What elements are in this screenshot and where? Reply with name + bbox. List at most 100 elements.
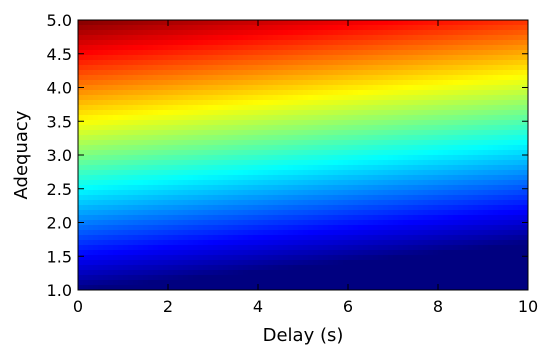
heatmap-cell <box>418 220 424 226</box>
heatmap-cell <box>178 200 184 206</box>
heatmap-cell <box>98 45 104 51</box>
heatmap-cell <box>363 70 369 76</box>
heatmap-cell <box>253 180 259 186</box>
heatmap-cell <box>113 205 119 211</box>
heatmap-cell <box>488 150 494 156</box>
heatmap-cell <box>448 70 454 76</box>
heatmap-cell <box>78 155 84 161</box>
heatmap-cell <box>328 190 334 196</box>
heatmap-cell <box>123 245 129 251</box>
heatmap-cell <box>93 60 99 66</box>
heatmap-cell <box>168 265 174 271</box>
heatmap-cell <box>383 165 389 171</box>
heatmap-cell <box>298 20 304 26</box>
heatmap-cell <box>263 135 269 141</box>
heatmap-cell <box>113 185 119 191</box>
heatmap-cell <box>338 40 344 46</box>
heatmap-cell <box>193 245 199 251</box>
heatmap-cell <box>378 40 384 46</box>
heatmap-cell <box>248 240 254 246</box>
heatmap-cell <box>243 280 249 286</box>
heatmap-cell <box>88 175 94 181</box>
heatmap-cell <box>478 155 484 161</box>
heatmap-cell <box>298 95 304 101</box>
heatmap-cell <box>268 135 274 141</box>
heatmap-cell <box>128 55 134 61</box>
heatmap-cell <box>413 60 419 66</box>
heatmap-cell <box>333 55 339 61</box>
heatmap-cell <box>228 55 234 61</box>
heatmap-cell <box>158 40 164 46</box>
heatmap-cell <box>418 110 424 116</box>
heatmap-cell <box>293 135 299 141</box>
heatmap-cell <box>218 90 224 96</box>
heatmap-cell <box>253 165 259 171</box>
heatmap-cell <box>393 150 399 156</box>
heatmap-cell <box>93 50 99 56</box>
heatmap-cell <box>303 80 309 86</box>
heatmap-cell <box>293 145 299 151</box>
heatmap-cell <box>303 100 309 106</box>
heatmap-cell <box>253 255 259 261</box>
heatmap-cell <box>238 230 244 236</box>
heatmap-cell <box>203 65 209 71</box>
heatmap-cell <box>133 250 139 256</box>
heatmap-cell <box>398 200 404 206</box>
heatmap-cell <box>338 35 344 41</box>
heatmap-cell <box>393 40 399 46</box>
heatmap-cell <box>378 165 384 171</box>
heatmap-cell <box>378 135 384 141</box>
heatmap-cell <box>418 265 424 271</box>
heatmap-cell <box>203 135 209 141</box>
heatmap-cell <box>173 225 179 231</box>
heatmap-cell <box>183 80 189 86</box>
heatmap-cell <box>233 60 239 66</box>
heatmap-cell <box>288 105 294 111</box>
heatmap-cell <box>393 115 399 121</box>
heatmap-cell <box>213 220 219 226</box>
heatmap-cell <box>298 55 304 61</box>
heatmap-cell <box>378 130 384 136</box>
heatmap-cell <box>388 170 394 176</box>
heatmap-cell <box>358 240 364 246</box>
heatmap-cell <box>208 55 214 61</box>
heatmap-cell <box>428 120 434 126</box>
heatmap-cell <box>83 255 89 261</box>
heatmap-cell <box>283 150 289 156</box>
heatmap-cell <box>283 170 289 176</box>
heatmap-cell <box>258 50 264 56</box>
heatmap-cell <box>408 210 414 216</box>
heatmap-cell <box>438 80 444 86</box>
heatmap-cell <box>463 120 469 126</box>
heatmap-cell <box>518 235 524 241</box>
heatmap-cell <box>408 130 414 136</box>
heatmap-cell <box>493 145 499 151</box>
heatmap-cell <box>133 55 139 61</box>
heatmap-cell <box>118 85 124 91</box>
heatmap-cell <box>293 45 299 51</box>
heatmap-cell <box>108 80 114 86</box>
heatmap-cell <box>463 215 469 221</box>
heatmap-cell <box>388 155 394 161</box>
heatmap-cell <box>143 175 149 181</box>
heatmap-cell <box>363 250 369 256</box>
heatmap-cell <box>98 225 104 231</box>
heatmap-cell <box>343 230 349 236</box>
heatmap-cell <box>323 180 329 186</box>
heatmap-cell <box>403 185 409 191</box>
heatmap-cell <box>333 195 339 201</box>
heatmap-cell <box>153 185 159 191</box>
heatmap-cell <box>473 80 479 86</box>
heatmap-cell <box>203 110 209 116</box>
heatmap-cell <box>493 215 499 221</box>
heatmap-cell <box>363 95 369 101</box>
heatmap-cell <box>168 250 174 256</box>
heatmap-cell <box>503 210 509 216</box>
heatmap-cell <box>448 275 454 281</box>
heatmap-cell <box>78 60 84 66</box>
heatmap-cell <box>178 245 184 251</box>
heatmap-cell <box>143 230 149 236</box>
heatmap-cell <box>193 205 199 211</box>
heatmap-cell <box>103 195 109 201</box>
heatmap-cell <box>228 30 234 36</box>
